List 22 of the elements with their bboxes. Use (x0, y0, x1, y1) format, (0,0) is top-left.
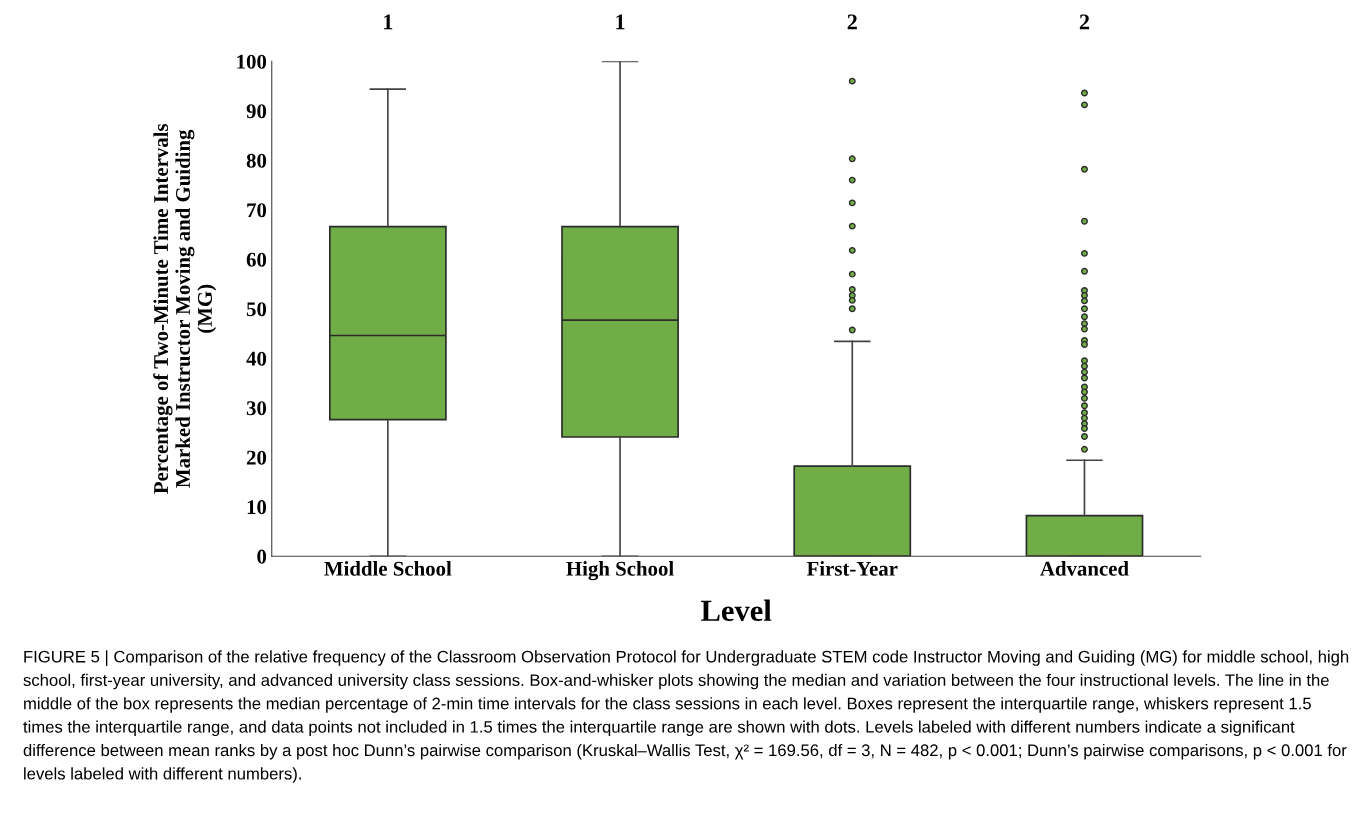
y-tick-label: 40 (246, 351, 267, 366)
y-tick-label: 70 (247, 203, 267, 218)
y-tick-label: 30 (246, 401, 267, 416)
y-tick-label: 20 (246, 450, 267, 465)
y-tick-label: 100 (237, 54, 267, 69)
text: 1 (616, 14, 625, 30)
caption: FIGURE 5 | Comparison of the relative frequency of the Classroom Observation Protocol for Undergraduate STEM code Instructor Moving and Guiding (MG) for middle school, high school, first-year university, and advanced university class sessions. Box-and-whisker plots showing the median and variation between the four instructional levels. The line in the middle of the box represents the median percentage of 2-min time intervals for the class sessions in each level. Boxes represent the interquartile range, whiskers represent 1.5 times the interquartile range, and data points not included in 1.5 times the interquartile range are shown with dots. Levels labeled with different numbers indicate a significant difference between mean ranks by a post hoc Dunn’s pairwise comparison (Kruskal–Wallis Test, χ² = 169.56, df = 3, N = 482, p < 0.001; Dunn’s pairwise comparisons, p < 0.001 for levels labeled with different numbers). (23, 650, 1349, 783)
y-tick-label: 10 (247, 500, 267, 515)
text: 1 (384, 14, 393, 30)
y-tick-label: 60 (246, 252, 267, 267)
x-tick-label: Middle School (324, 561, 452, 576)
x-tick-label: Advanced (1040, 561, 1129, 576)
x-tick-label: First-Year (806, 561, 898, 576)
y-tick-label: 50 (246, 302, 267, 317)
x-axis-title: Level (701, 599, 772, 622)
y-tick-label: 80 (246, 153, 267, 168)
x-tick-label: High School (566, 561, 674, 581)
y-tick-label: 90 (246, 104, 267, 119)
y-axis-title: Percentage of Two-Minute Time Intervals Marked Instructor Moving and Guiding (MG) (153, 123, 217, 494)
y-tick-label: 0 (257, 549, 267, 564)
text: 2 (847, 14, 857, 30)
text: 2 (1079, 14, 1090, 30)
